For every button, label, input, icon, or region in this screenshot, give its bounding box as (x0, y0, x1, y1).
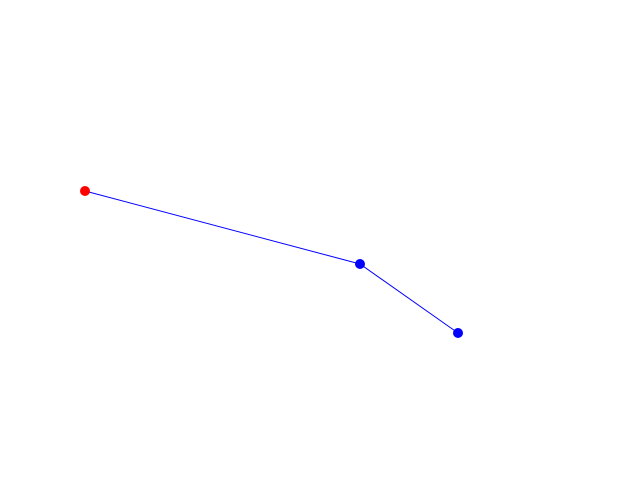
vertex[interactable] (355, 259, 365, 269)
vertex-group (80, 186, 463, 338)
polyline-path (84, 190, 459, 334)
vertex[interactable] (453, 328, 463, 338)
start-vertex[interactable] (80, 186, 90, 196)
